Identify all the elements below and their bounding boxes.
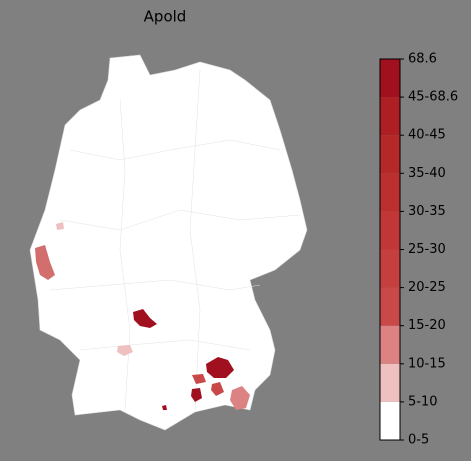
colorbar-label: 68.6 bbox=[408, 52, 437, 67]
colorbar-label: 25-30 bbox=[408, 242, 446, 257]
colorbar-segment bbox=[380, 211, 400, 250]
colorbar-label: 10-15 bbox=[408, 356, 446, 371]
colorbar-label: 0-5 bbox=[408, 433, 429, 448]
colorbar-segment bbox=[380, 97, 400, 136]
colorbar-segment bbox=[380, 59, 400, 98]
colorbar-label: 5-10 bbox=[408, 394, 438, 409]
region-top bbox=[206, 357, 234, 378]
germany-map bbox=[29, 54, 308, 431]
region-low bbox=[56, 222, 64, 230]
colorbar-label: 15-20 bbox=[408, 318, 446, 333]
region-low bbox=[117, 345, 133, 356]
colorbar-segment bbox=[380, 287, 400, 326]
map-title: Apold bbox=[144, 8, 187, 26]
region-top bbox=[162, 405, 167, 410]
region-high bbox=[35, 245, 55, 280]
colorbar-segment bbox=[380, 363, 400, 402]
colorbar-label: 20-25 bbox=[408, 280, 446, 295]
country-outline bbox=[29, 54, 308, 431]
district-borders bbox=[49, 69, 301, 411]
region-top bbox=[191, 388, 202, 402]
colorbar-label: 40-45 bbox=[408, 128, 446, 143]
colorbar-segment bbox=[380, 173, 400, 212]
colorbar-label: 45-68.6 bbox=[408, 90, 458, 105]
region-top bbox=[133, 309, 157, 328]
region-high bbox=[211, 382, 224, 396]
colorbar-segment bbox=[380, 325, 400, 364]
region-high bbox=[192, 374, 206, 384]
colorbar-segment bbox=[380, 401, 400, 440]
colorbar-label: 35-40 bbox=[408, 166, 446, 181]
region-mid bbox=[230, 386, 250, 410]
colorbar-segment bbox=[380, 249, 400, 288]
colorbar: 0-5 5-10 10-15 15-20 20-25 25-30 30-35 35-40 40-… bbox=[379, 52, 458, 448]
colorbar-label: 30-35 bbox=[408, 204, 446, 219]
colorbar-segment bbox=[380, 135, 400, 174]
